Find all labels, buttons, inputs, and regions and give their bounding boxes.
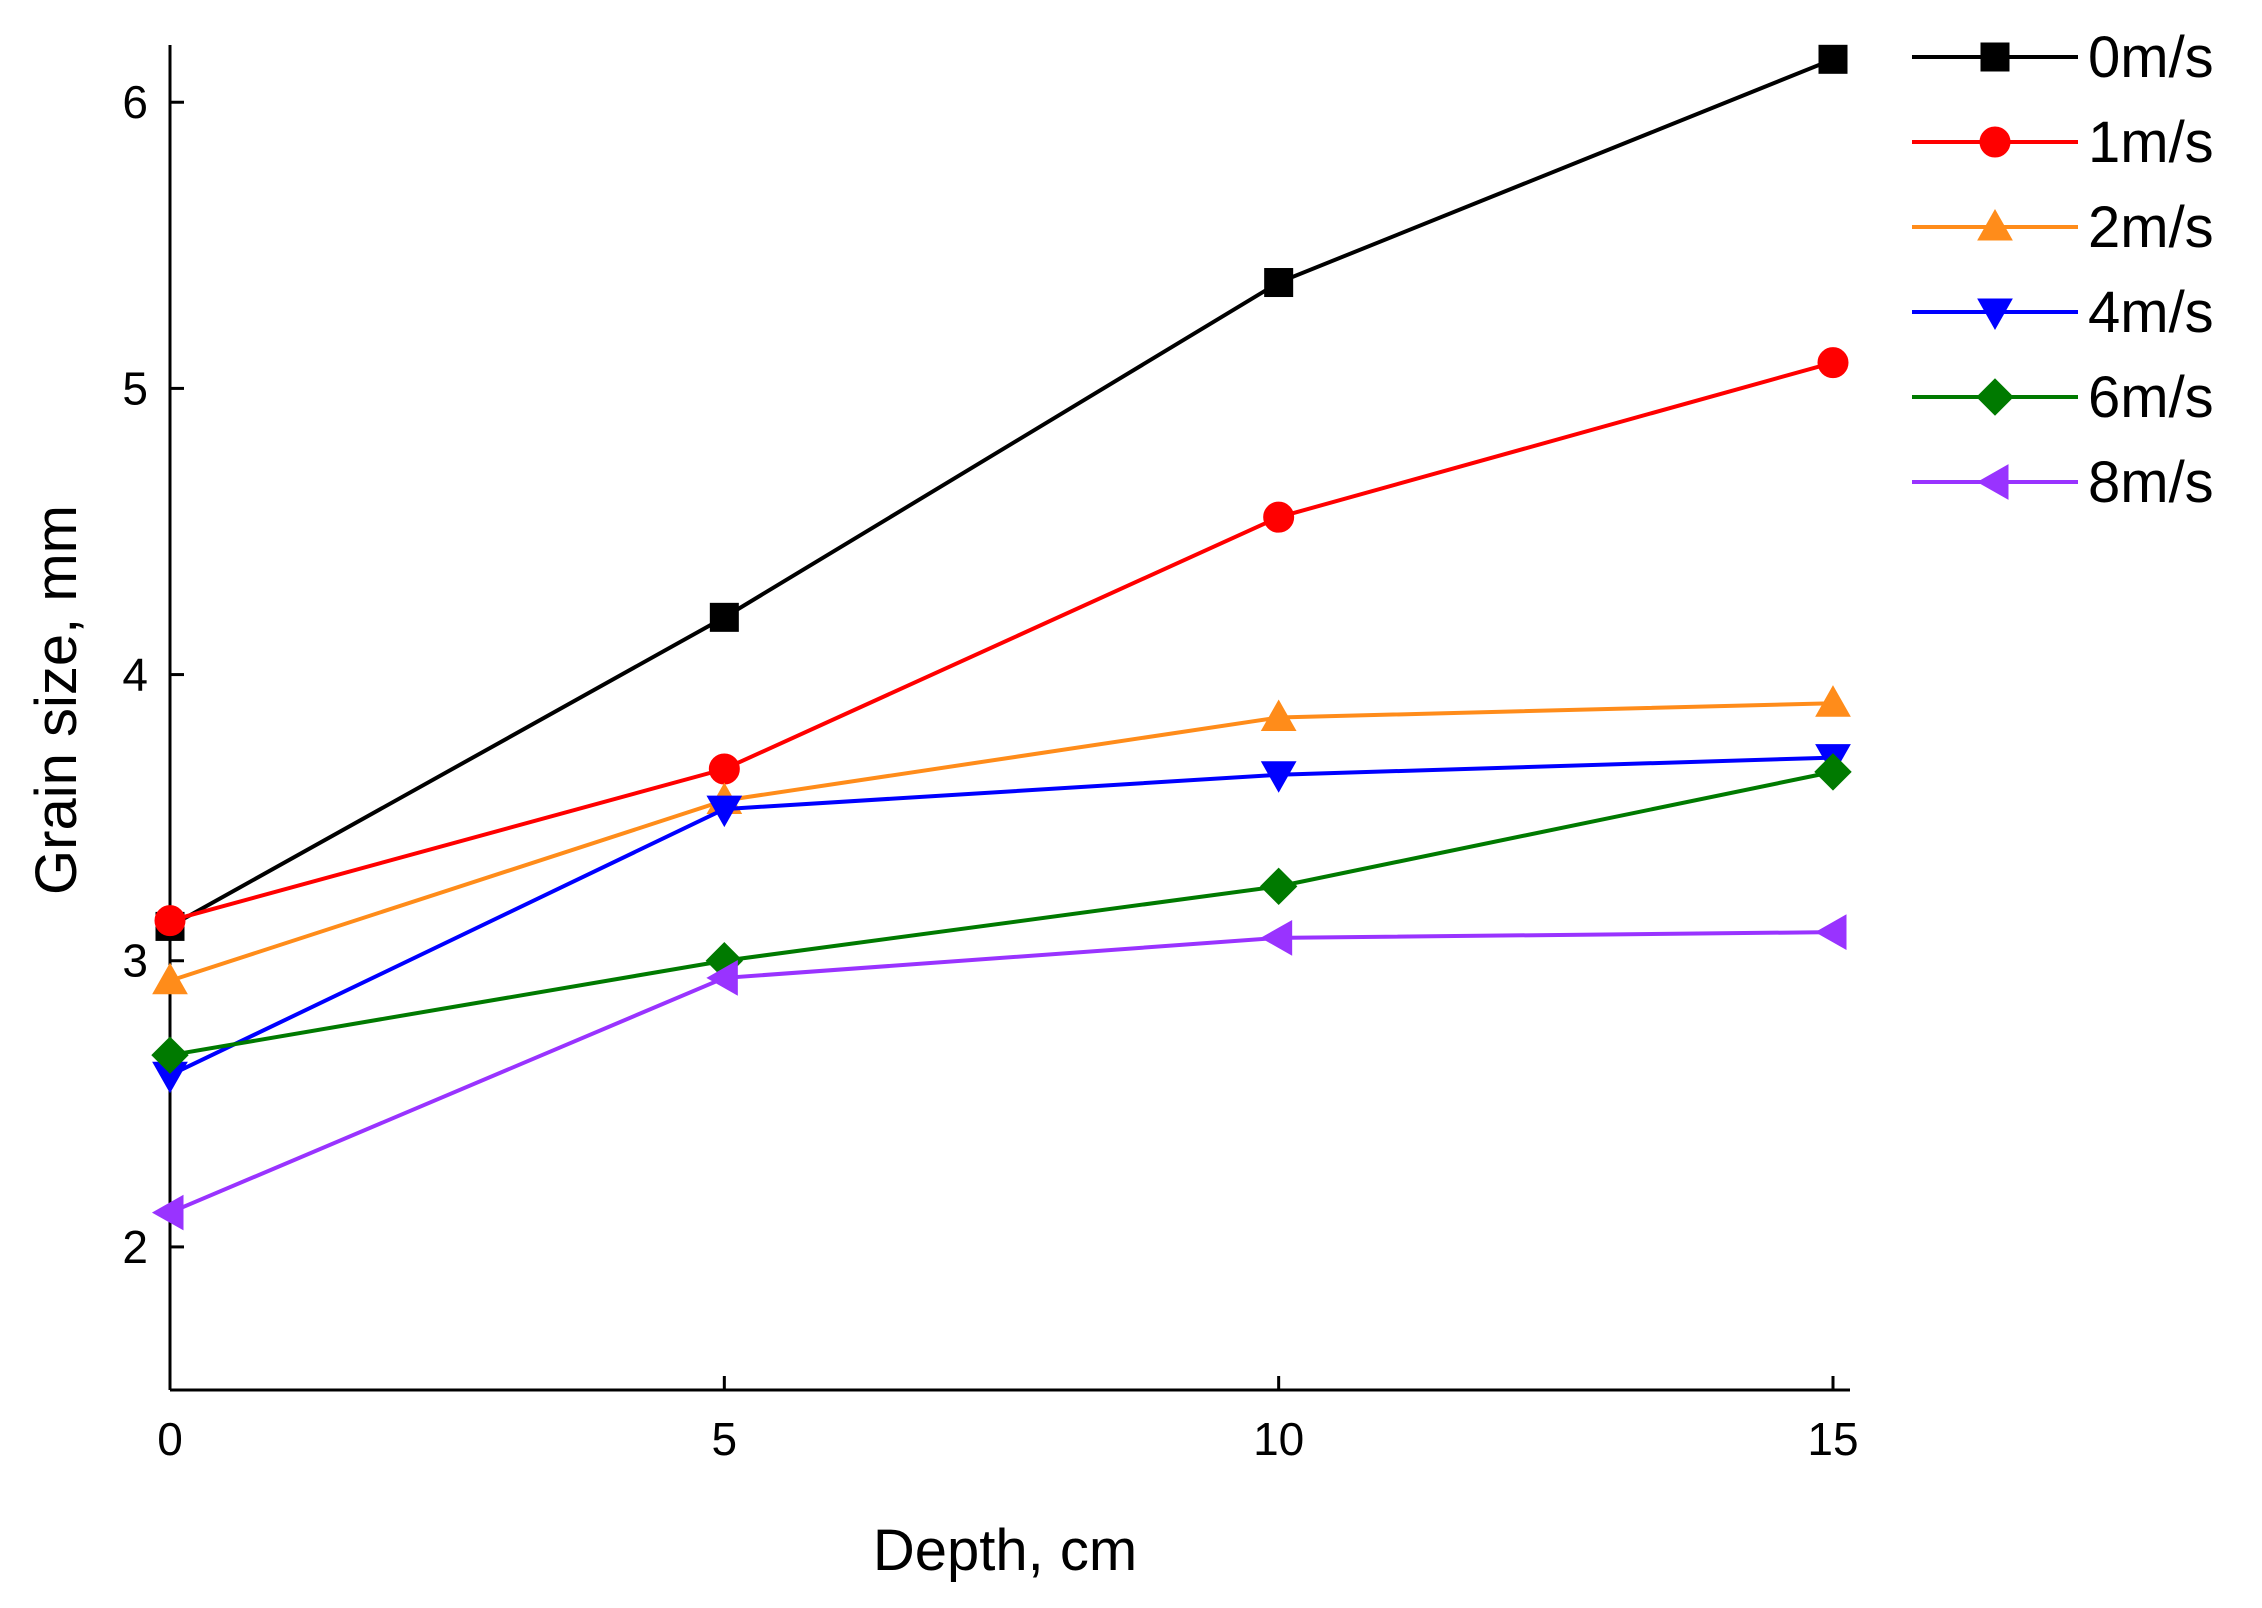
- legend-item-4m-s: 4m/s: [1912, 280, 2214, 345]
- legend-item-6m-s: 6m/s: [1912, 365, 2214, 430]
- y-tick-label: 3: [122, 935, 148, 987]
- legend-marker: [1979, 126, 2011, 158]
- legend-item-0m-s: 0m/s: [1912, 25, 2214, 90]
- series-8m-s: [151, 914, 1847, 1231]
- data-point-8m-s: [151, 1194, 184, 1231]
- legend-label: 0m/s: [2088, 25, 2214, 90]
- data-point-8m-s: [1814, 914, 1847, 950]
- x-tick-label: 0: [157, 1413, 183, 1465]
- series-line-4m-s: [169, 755, 1834, 1078]
- x-ticks: 0 5 10 15: [157, 1376, 1859, 1465]
- data-point-4m-s: [1260, 761, 1297, 793]
- legend-marker: [1976, 464, 2009, 500]
- data-point-1m-s: [708, 753, 740, 785]
- legend-label: 2m/s: [2088, 195, 2214, 260]
- legend-label: 6m/s: [2088, 365, 2214, 430]
- data-point-1m-s: [154, 905, 186, 937]
- legend-label: 1m/s: [2088, 110, 2214, 175]
- data-point-2m-s: [1815, 685, 1851, 717]
- legend-marker: [1976, 378, 2014, 416]
- x-tick-label: 5: [712, 1413, 738, 1465]
- series-4m-s: [152, 744, 1851, 1094]
- y-axis-title: Grain size, mm: [24, 505, 89, 895]
- data-point-6m-s: [151, 1036, 189, 1074]
- legend: 0m/s 1m/s 2m/s 4m/s 6m/s 8m/s: [1912, 25, 2214, 515]
- series-0m-s: [155, 44, 1848, 941]
- data-point-2m-s: [152, 962, 188, 995]
- legend-marker: [1977, 298, 2013, 331]
- x-tick-label: 15: [1807, 1413, 1858, 1465]
- legend-item-8m-s: 8m/s: [1912, 450, 2214, 515]
- data-point-2m-s: [1260, 699, 1297, 731]
- data-point-6m-s: [1259, 867, 1298, 906]
- data-point-0m-s: [1818, 44, 1848, 74]
- y-tick-label: 2: [122, 1221, 148, 1273]
- data-point-0m-s: [1264, 268, 1294, 298]
- y-tick-label: 5: [122, 362, 148, 414]
- series-line-1m-s: [169, 360, 1834, 923]
- series-line-2m-s: [169, 701, 1834, 983]
- series-6m-s: [151, 753, 1852, 1074]
- data-point-1m-s: [1263, 501, 1295, 533]
- data-point-4m-s: [706, 795, 743, 828]
- series-line-0m-s: [169, 57, 1834, 929]
- data-point-8m-s: [706, 960, 738, 996]
- series-line-6m-s: [169, 769, 1834, 1058]
- data-point-8m-s: [1260, 919, 1293, 956]
- x-tick-label: 10: [1253, 1413, 1304, 1465]
- legend-marker: [1980, 42, 2010, 72]
- x-axis-title: Depth, cm: [873, 1518, 1137, 1583]
- series-layer: [151, 44, 1852, 1231]
- legend-item-2m-s: 2m/s: [1912, 195, 2214, 260]
- axes: [168, 45, 1850, 1392]
- legend-label: 8m/s: [2088, 450, 2214, 515]
- data-point-0m-s: [709, 602, 739, 632]
- data-point-1m-s: [1817, 347, 1849, 379]
- legend-item-1m-s: 1m/s: [1912, 110, 2214, 175]
- series-2m-s: [152, 685, 1851, 995]
- y-tick-label: 6: [122, 76, 148, 128]
- legend-marker: [1977, 208, 2013, 241]
- legend-label: 4m/s: [2088, 280, 2214, 345]
- data-point-6m-s: [1814, 753, 1852, 791]
- y-ticks: 2 3 4 5 6: [122, 76, 184, 1273]
- y-tick-label: 4: [122, 649, 148, 701]
- series-line-8m-s: [169, 930, 1834, 1215]
- series-1m-s: [154, 347, 1849, 937]
